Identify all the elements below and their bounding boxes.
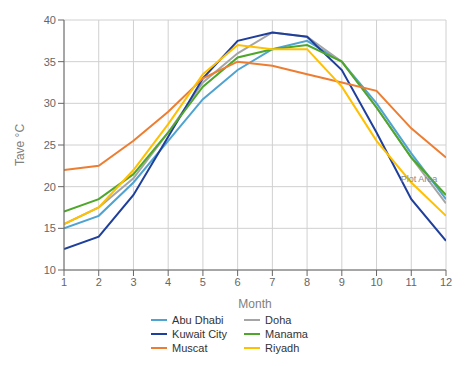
svg-text:1: 1 [61,276,67,288]
svg-text:10: 10 [370,276,382,288]
svg-text:5: 5 [200,276,206,288]
html-text:Abu Dhabi: Abu Dhabi [172,314,224,326]
svg-text:7: 7 [269,276,275,288]
svg-text:Tave °C: Tave °C [13,124,27,166]
html-text:Muscat: Muscat [172,342,208,354]
svg-text:Plot Area: Plot Area [401,174,438,184]
svg-text:Month: Month [238,297,271,311]
svg-text:8: 8 [304,276,310,288]
html-text:Kuwait City: Kuwait City [172,328,228,340]
svg-text:2: 2 [96,276,102,288]
svg-text:12: 12 [440,276,452,288]
svg-text:40: 40 [44,14,56,26]
svg-text:35: 35 [44,56,56,68]
svg-text:9: 9 [339,276,345,288]
html-text:Doha: Doha [265,314,292,326]
svg-text:20: 20 [44,181,56,193]
svg-text:6: 6 [235,276,241,288]
svg-text:3: 3 [130,276,136,288]
svg-text:4: 4 [165,276,171,288]
svg-text:15: 15 [44,222,56,234]
svg-text:11: 11 [406,276,417,288]
svg-text:25: 25 [44,139,56,151]
html-text:Manama: Manama [265,328,308,340]
svg-text:30: 30 [44,97,56,109]
svg-text:10: 10 [44,264,56,276]
html-text:Riyadh: Riyadh [265,342,300,354]
